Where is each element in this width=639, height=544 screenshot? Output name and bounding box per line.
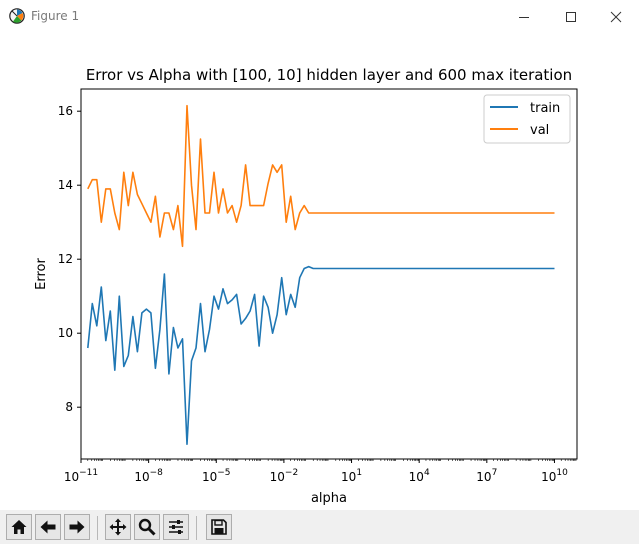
- minimize-button[interactable]: [501, 0, 547, 32]
- line-chart: Error vs Alpha with [100, 10] hidden lay…: [34, 66, 578, 506]
- x-axis-label: alpha: [311, 491, 347, 506]
- x-tick-label: 10−8: [134, 468, 163, 484]
- legend: train val: [483, 94, 571, 144]
- y-tick-label: 16: [58, 104, 73, 118]
- x-tick-label: 10−5: [202, 468, 231, 484]
- maximize-icon: [566, 12, 576, 22]
- x-tick-label: 101: [341, 468, 362, 484]
- configure-subplots-button[interactable]: [163, 514, 189, 540]
- x-tick-label: 10−11: [64, 468, 98, 484]
- y-tick-label: 12: [58, 252, 73, 266]
- navigation-toolbar: [0, 510, 639, 544]
- save-button[interactable]: [206, 514, 232, 540]
- forward-icon: [69, 520, 85, 534]
- close-icon: [610, 11, 622, 23]
- window-titlebar: Figure 1: [0, 0, 639, 32]
- configure-subplots-icon: [169, 520, 183, 534]
- figure-canvas[interactable]: Error vs Alpha with [100, 10] hidden lay…: [0, 32, 639, 510]
- matplotlib-icon: [9, 8, 25, 24]
- y-axis: 8 10 12 14 16: [58, 104, 81, 414]
- pan-icon: [109, 518, 127, 536]
- y-tick-label: 14: [58, 178, 73, 192]
- pan-button[interactable]: [105, 514, 131, 540]
- maximize-button[interactable]: [548, 0, 594, 32]
- legend-label-val: val: [530, 123, 549, 138]
- forward-button[interactable]: [64, 514, 90, 540]
- home-button[interactable]: [6, 514, 32, 540]
- back-button[interactable]: [35, 514, 61, 540]
- y-tick-label: 10: [58, 326, 73, 340]
- plot-frame: [80, 88, 578, 460]
- zoom-icon: [138, 518, 156, 536]
- window-title: Figure 1: [31, 9, 80, 23]
- back-icon: [40, 520, 56, 534]
- x-tick-label: 104: [409, 468, 430, 484]
- x-axis: 10−11 10−8 10−5 10−2 101 104 107 1010: [64, 459, 577, 484]
- legend-label-train: train: [530, 101, 560, 116]
- home-icon: [11, 520, 27, 534]
- x-tick-label: 10−2: [270, 468, 299, 484]
- minimize-icon: [519, 17, 529, 18]
- y-tick-label: 8: [65, 400, 73, 414]
- zoom-button[interactable]: [134, 514, 160, 540]
- x-tick-label: 1010: [541, 468, 568, 484]
- toolbar-separator: [97, 516, 98, 540]
- series-layer: [87, 104, 555, 446]
- x-tick-label: 107: [476, 468, 497, 484]
- series-line-train: [87, 265, 555, 446]
- chart-title: Error vs Alpha with [100, 10] hidden lay…: [86, 66, 572, 84]
- y-axis-label: Error: [34, 258, 49, 290]
- close-button[interactable]: [593, 0, 639, 32]
- series-line-val: [87, 104, 555, 248]
- save-icon: [211, 519, 227, 535]
- toolbar-separator: [196, 516, 197, 540]
